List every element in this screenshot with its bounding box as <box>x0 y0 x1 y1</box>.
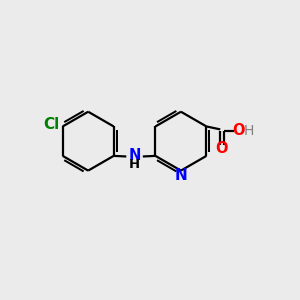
Text: O: O <box>215 141 228 156</box>
Text: H: H <box>244 124 254 138</box>
Text: Cl: Cl <box>44 118 60 133</box>
Text: N: N <box>128 148 141 163</box>
Text: N: N <box>175 168 187 183</box>
Text: H: H <box>129 158 140 171</box>
Text: O: O <box>232 123 245 138</box>
